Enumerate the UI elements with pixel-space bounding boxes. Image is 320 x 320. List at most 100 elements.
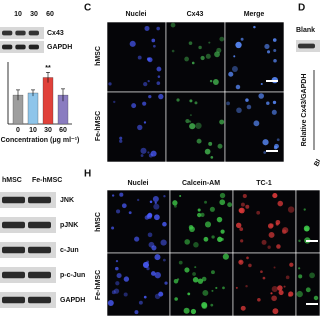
cell [273, 58, 277, 63]
cell [119, 136, 123, 140]
cell [204, 200, 208, 204]
cell [238, 208, 244, 213]
cell [151, 245, 157, 251]
cell [111, 290, 116, 295]
cell [150, 150, 157, 157]
scale-bar [306, 303, 318, 305]
cell [253, 120, 260, 127]
column-header: Merge [244, 11, 265, 18]
cell [156, 81, 161, 85]
band-label: p-c-Jun [60, 272, 85, 279]
band-label: pJNK [60, 222, 78, 229]
cell [239, 260, 242, 263]
micrograph [106, 252, 171, 317]
cell [226, 101, 230, 106]
cell [239, 227, 244, 232]
cell [289, 262, 294, 267]
cell [235, 286, 238, 289]
band [28, 196, 51, 204]
cell [152, 195, 159, 202]
cell [210, 270, 215, 275]
band [28, 271, 51, 279]
cell [271, 109, 277, 115]
cell [184, 239, 190, 245]
cell [253, 25, 256, 29]
cell [208, 141, 213, 146]
cell [107, 300, 114, 307]
cell [246, 104, 252, 110]
cell [296, 290, 303, 298]
band [28, 296, 51, 304]
cell [260, 82, 263, 86]
cell [176, 98, 180, 102]
cell [119, 139, 123, 143]
cell [278, 290, 284, 296]
cell [158, 93, 164, 100]
cell [257, 298, 261, 302]
cell [163, 195, 166, 198]
cell [245, 284, 248, 288]
cell [195, 122, 202, 129]
cell [158, 291, 164, 297]
cell [187, 292, 191, 296]
band-label: c-Jun [60, 247, 79, 254]
cell [147, 151, 150, 154]
cell [245, 98, 249, 102]
cell [196, 138, 202, 144]
cell [157, 75, 161, 78]
cell [146, 260, 150, 264]
cell [266, 50, 271, 54]
cell [268, 232, 275, 238]
cell [193, 242, 199, 248]
cell [245, 204, 250, 209]
cell [154, 271, 161, 279]
cell [138, 300, 143, 305]
cell [285, 275, 290, 280]
cell [270, 292, 273, 295]
x-label: Bl [313, 158, 320, 168]
cell [147, 212, 153, 218]
cell [143, 82, 148, 87]
band [2, 271, 25, 279]
cell [202, 289, 209, 296]
micrograph [232, 252, 297, 317]
cell [219, 36, 225, 42]
band [15, 30, 26, 36]
band [2, 30, 13, 36]
band [2, 196, 25, 204]
cell [189, 226, 195, 233]
cell [298, 274, 303, 279]
cell [276, 138, 280, 142]
cell [240, 239, 244, 243]
cell [189, 99, 193, 103]
cell [148, 95, 152, 99]
lane-label: 30 [30, 11, 38, 18]
cell [183, 307, 190, 314]
cell [235, 84, 241, 90]
cell [153, 203, 160, 210]
y-axis-title: Relative Cx43/GAPDH [301, 74, 308, 147]
cell [264, 43, 270, 50]
cell [227, 202, 233, 208]
cell [235, 41, 242, 49]
cell [154, 214, 160, 221]
cell [219, 199, 226, 206]
band [28, 246, 51, 254]
band-label: JNK [60, 197, 74, 204]
row-label: Fe-hMSC [95, 270, 102, 300]
lane-label: hMSC [2, 177, 22, 184]
annotation: ** [45, 65, 51, 72]
cell [215, 286, 218, 290]
cell [142, 101, 147, 106]
cell [271, 295, 277, 302]
cell [266, 101, 270, 105]
band [2, 44, 13, 50]
column-header: Cx43 [187, 11, 204, 18]
micrograph [232, 189, 297, 254]
band [2, 296, 25, 304]
cell [248, 263, 252, 268]
cell [198, 45, 202, 50]
row-label: hMSC [95, 212, 102, 232]
cell [298, 239, 301, 243]
